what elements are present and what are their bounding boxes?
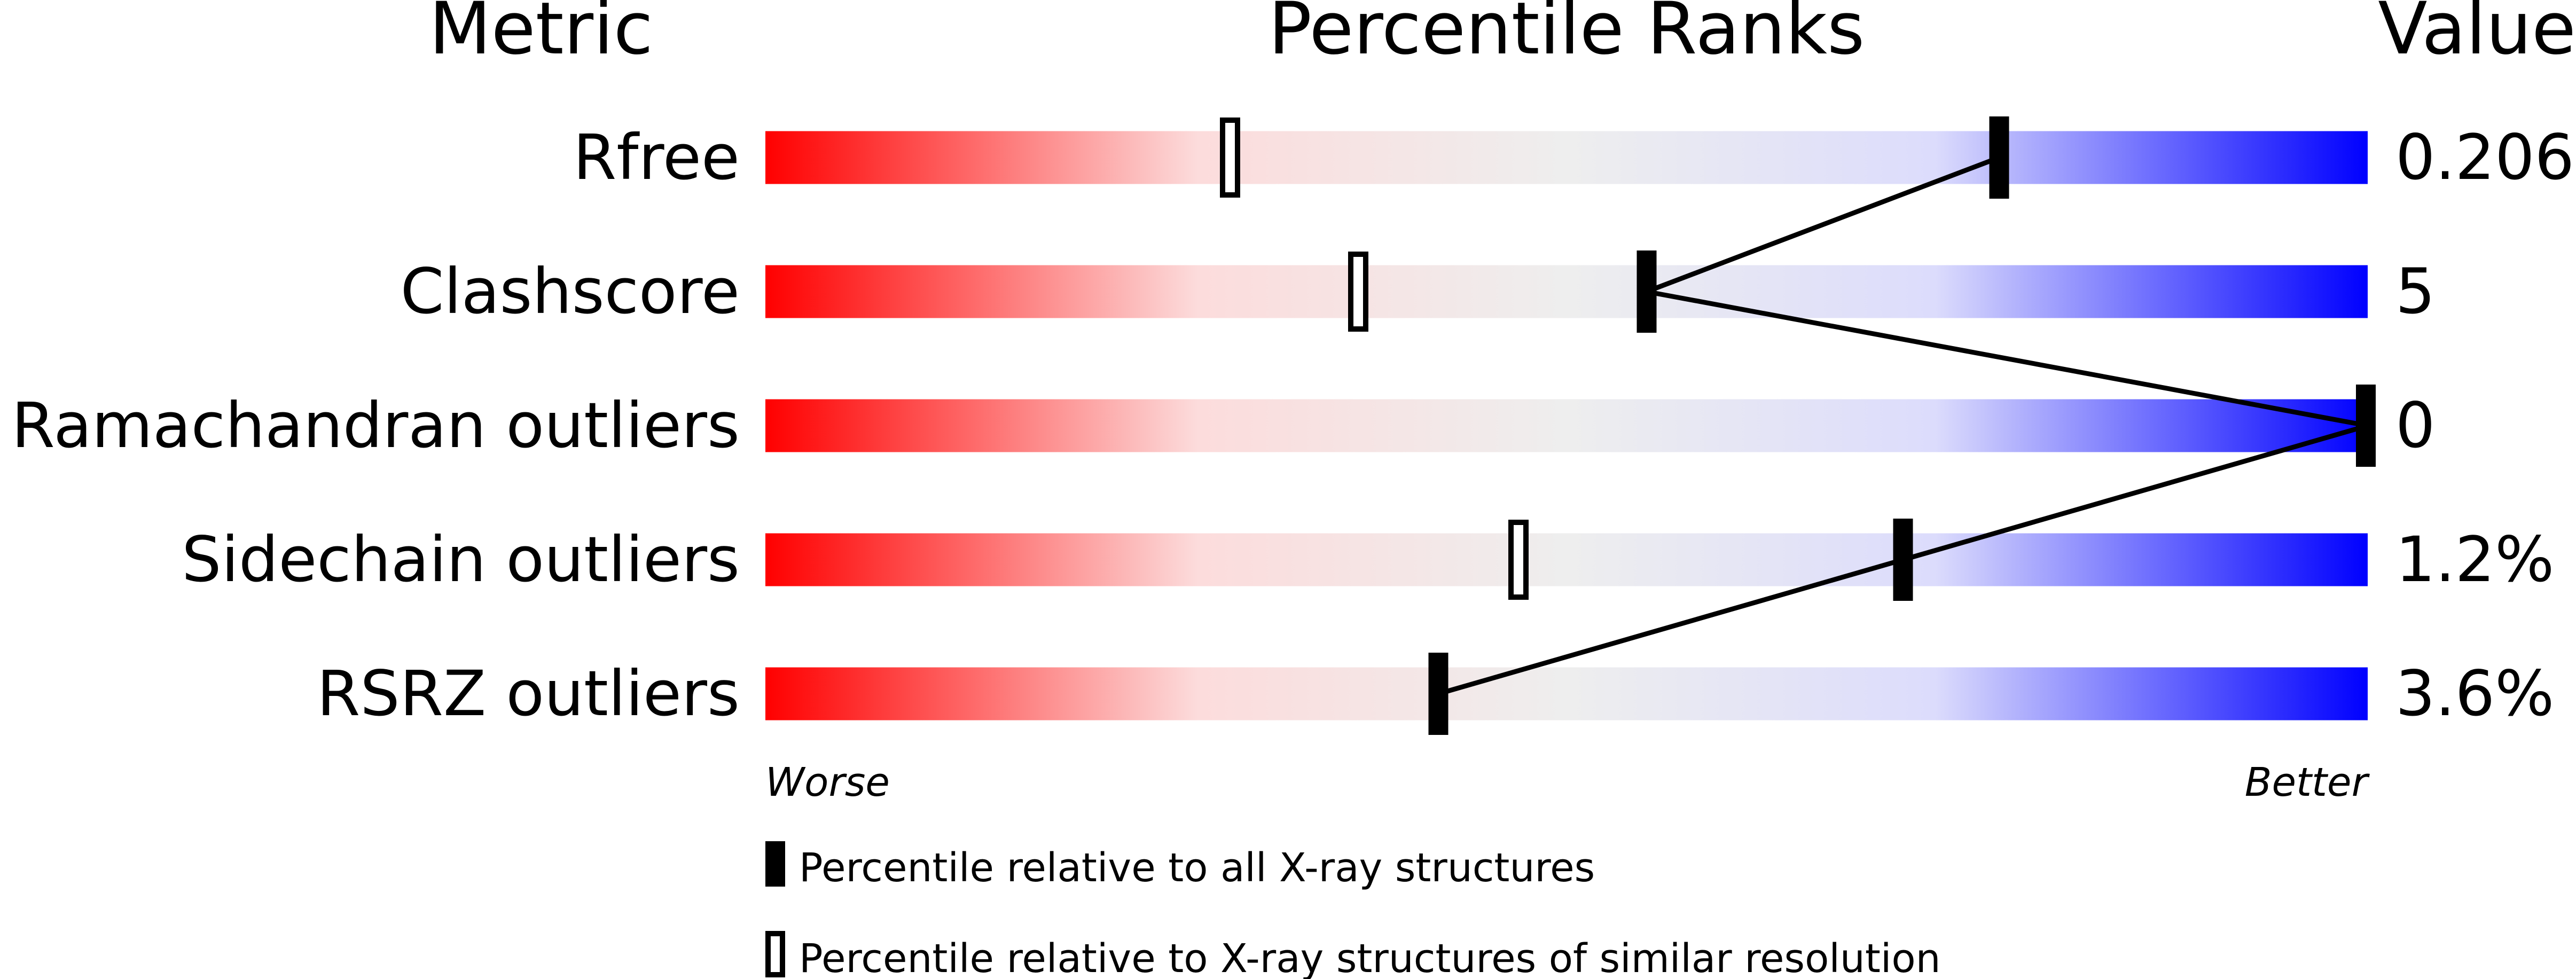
percentile-bar (765, 265, 2368, 318)
header-percentile: Percentile Ranks (1269, 0, 1865, 71)
similar-resolution-marker (1220, 118, 1240, 198)
percentile-bar (765, 131, 2368, 184)
percentile-bar (765, 399, 2368, 452)
all-structures-marker (2356, 385, 2376, 467)
all-structures-marker (1989, 116, 2009, 199)
similar-resolution-marker (1348, 252, 1368, 332)
better-label: Better (2245, 759, 2370, 805)
percentile-bar (765, 667, 2368, 720)
similar-resolution-marker (1508, 520, 1529, 600)
metric-label: RSRZ outliers (317, 657, 740, 730)
legend-hollow-label: Percentile relative to X-ray structures … (799, 936, 1941, 979)
all-structures-marker (1893, 519, 1913, 601)
metric-label: Sidechain outliers (182, 523, 740, 596)
metric-value: 0.206 (2395, 121, 2574, 194)
legend-filled-label: Percentile relative to all X-ray structu… (799, 845, 1595, 891)
legend-filled-marker (765, 841, 785, 887)
metric-value: 5 (2395, 255, 2435, 328)
metric-value: 1.2% (2395, 523, 2554, 596)
header-value: Value (2378, 0, 2576, 71)
worse-label: Worse (765, 759, 890, 805)
all-structures-marker (1428, 653, 1448, 735)
header-metric: Metric (429, 0, 653, 71)
metric-label: Ramachandran outliers (12, 389, 740, 462)
metric-value: 0 (2395, 389, 2435, 462)
legend-hollow-marker (765, 931, 785, 977)
metric-value: 3.6% (2395, 657, 2554, 730)
metric-label: Rfree (573, 121, 740, 194)
all-structures-marker (1637, 250, 1657, 333)
percentile-bar (765, 533, 2368, 586)
metric-label: Clashscore (401, 255, 740, 328)
